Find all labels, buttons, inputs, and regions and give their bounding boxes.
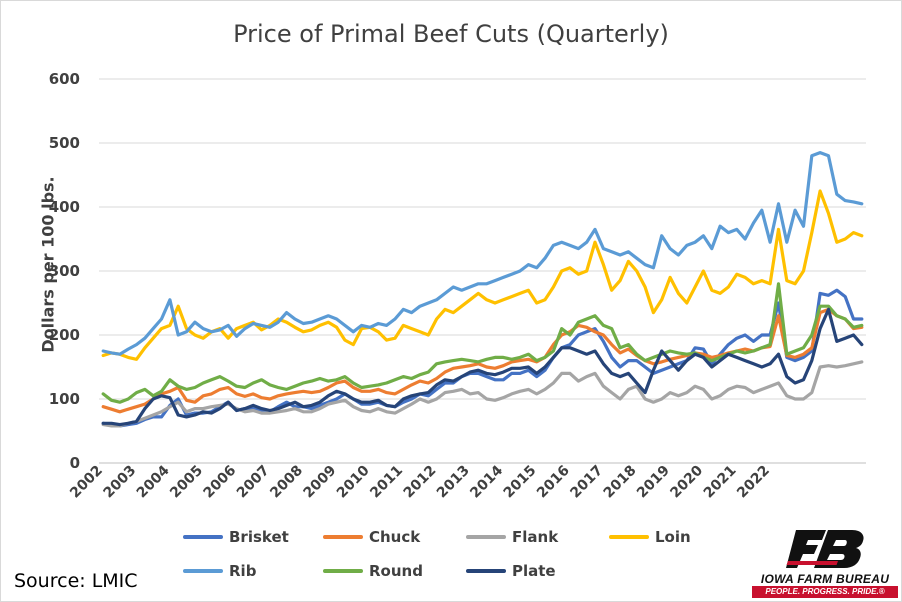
legend-item-chuck: Chuck bbox=[323, 528, 420, 546]
legend-swatch bbox=[323, 569, 363, 573]
logo-tagline: PEOPLE. PROGRESS. PRIDE.® bbox=[752, 586, 898, 598]
iowa-farm-bureau-logo: IOWA FARM BUREAU PEOPLE. PROGRESS. PRIDE… bbox=[752, 528, 898, 600]
legend-swatch bbox=[609, 535, 649, 539]
x-tick-label: 2022 bbox=[734, 463, 773, 502]
legend-swatch bbox=[183, 535, 223, 539]
x-tick-label: 2004 bbox=[134, 462, 173, 501]
series-line-rib bbox=[101, 151, 864, 356]
y-tick-label: 300 bbox=[49, 262, 80, 280]
legend-item-loin: Loin bbox=[609, 528, 691, 546]
y-tick-label: 500 bbox=[49, 134, 80, 152]
series-line-round bbox=[101, 282, 864, 404]
x-tick-label: 2014 bbox=[467, 462, 506, 501]
legend-swatch bbox=[183, 569, 223, 573]
legend-label: Round bbox=[369, 562, 423, 580]
legend-label: Chuck bbox=[369, 528, 421, 546]
x-tick-label: 2007 bbox=[234, 463, 273, 502]
x-tick-label: 2020 bbox=[667, 462, 706, 501]
x-tick-label: 2017 bbox=[567, 463, 606, 502]
x-tick-label: 2018 bbox=[601, 463, 640, 502]
legend-item-round: Round bbox=[323, 562, 423, 580]
x-tick-label: 2013 bbox=[434, 463, 473, 502]
legend-item-brisket: Brisket bbox=[183, 528, 289, 546]
legend-swatch bbox=[323, 535, 363, 539]
series-line-loin bbox=[101, 189, 864, 361]
legend-swatch bbox=[466, 535, 506, 539]
x-tick-label: 2009 bbox=[301, 463, 340, 502]
chart-title: Price of Primal Beef Cuts (Quarterly) bbox=[233, 20, 669, 48]
legend-swatch bbox=[466, 569, 506, 573]
x-tick-label: 2016 bbox=[534, 463, 573, 502]
legend: Brisket Chuck Flank Loin Rib Round Plate bbox=[183, 528, 743, 588]
legend-label: Rib bbox=[229, 562, 257, 580]
x-tick-label: 2008 bbox=[267, 463, 306, 502]
x-tick-label: 2021 bbox=[701, 463, 740, 502]
legend-label: Loin bbox=[655, 528, 691, 546]
x-tick-label: 2015 bbox=[501, 463, 540, 502]
source-note: Source: LMIC bbox=[14, 570, 138, 592]
legend-label: Plate bbox=[512, 562, 556, 580]
x-tick-label: 2003 bbox=[100, 463, 139, 502]
y-tick-label: 200 bbox=[49, 326, 80, 344]
y-tick-label: 600 bbox=[49, 70, 80, 88]
x-tick-label: 2010 bbox=[334, 462, 373, 501]
x-tick-label: 2011 bbox=[367, 463, 406, 502]
series-line-plate bbox=[101, 307, 864, 427]
x-tick-label: 2012 bbox=[401, 463, 440, 502]
legend-label: Brisket bbox=[229, 528, 289, 546]
legend-label: Flank bbox=[512, 528, 559, 546]
legend-item-flank: Flank bbox=[466, 528, 558, 546]
x-tick-label: 2019 bbox=[634, 463, 673, 502]
y-tick-label: 100 bbox=[49, 390, 80, 408]
legend-item-rib: Rib bbox=[183, 562, 256, 580]
x-tick-label: 2006 bbox=[201, 463, 240, 502]
logo-name: IOWA FARM BUREAU bbox=[760, 572, 890, 586]
y-tick-label: 400 bbox=[49, 198, 80, 216]
y-tick-label: 0 bbox=[70, 454, 80, 472]
x-tick-label: 2005 bbox=[167, 463, 206, 502]
fb-logo-icon bbox=[786, 530, 864, 568]
legend-item-plate: Plate bbox=[466, 562, 556, 580]
